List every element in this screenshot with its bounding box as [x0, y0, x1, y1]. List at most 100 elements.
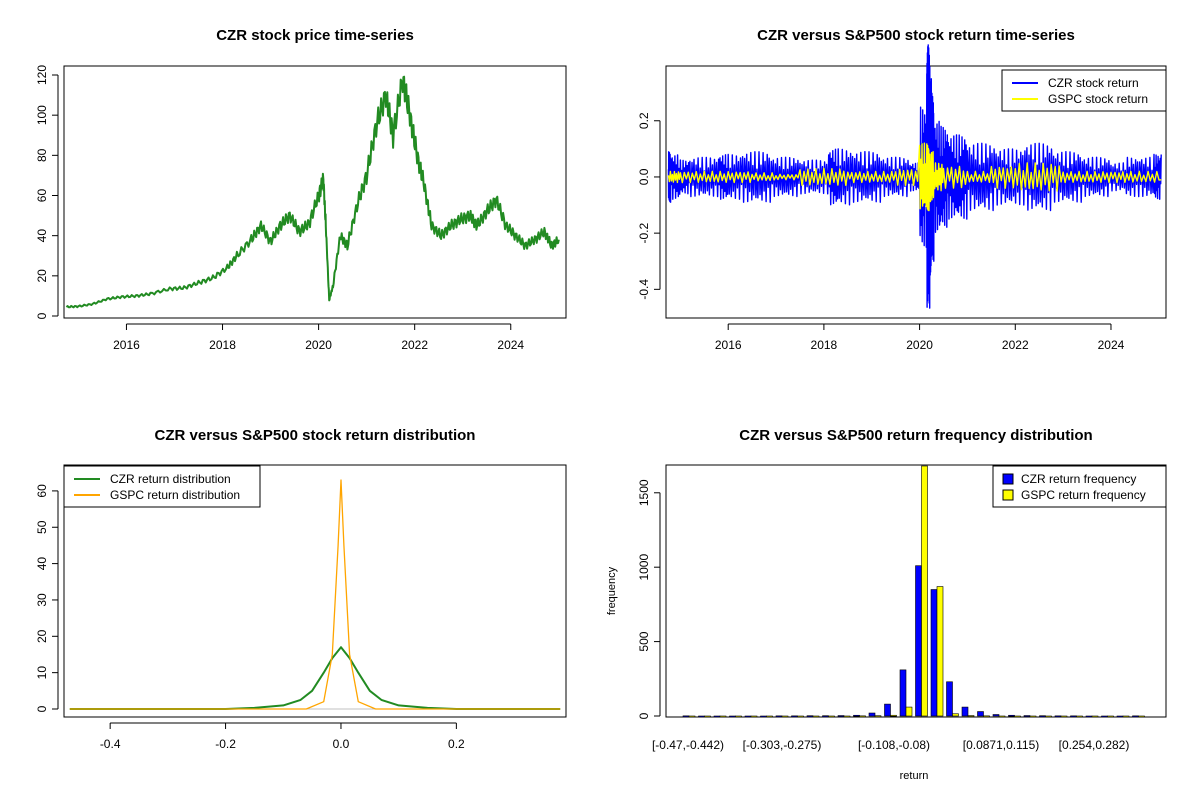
bar-czr	[1070, 715, 1077, 718]
bar-czr	[698, 715, 705, 718]
bar-czr	[837, 715, 845, 717]
bar-czr	[899, 669, 907, 717]
bar-gspc	[859, 715, 866, 718]
legend-label: GSPC return frequency	[1021, 488, 1146, 502]
bar-czr	[1023, 715, 1031, 717]
plot-frame-3	[63, 464, 567, 718]
legend-label: GSPC stock return	[1048, 92, 1148, 106]
bar-gspc	[704, 715, 711, 718]
x-tick-label: [-0.303,-0.275)	[743, 738, 822, 752]
y-tick-label: 60	[35, 484, 49, 498]
y-tick-label: -0.4	[637, 279, 651, 300]
x-tick-label: 2020	[906, 338, 933, 352]
legend-swatch	[1002, 473, 1014, 485]
bar-czr	[1054, 715, 1062, 718]
plot-frame-2	[665, 65, 1167, 319]
legend-label: CZR stock return	[1048, 76, 1139, 90]
bar-gspc	[1091, 715, 1099, 718]
y-tick-label: 0	[637, 712, 651, 719]
legend-box-4	[992, 465, 1167, 508]
bar-czr	[760, 715, 767, 718]
bar-czr	[775, 715, 783, 718]
y-tick-label: -0.2	[637, 222, 651, 243]
x-tick-label: 2016	[715, 338, 742, 352]
bar-czr	[1132, 715, 1139, 718]
legend-box-3	[63, 465, 261, 508]
y-tick-label: 0	[35, 705, 49, 712]
bar-czr	[1101, 715, 1108, 718]
chart-title-3: CZR versus S&P500 stock return distribut…	[155, 427, 476, 444]
bar-gspc	[1045, 715, 1052, 718]
bar-gspc	[1076, 715, 1083, 718]
bar-czr	[729, 715, 736, 718]
bar-gspc	[688, 715, 696, 718]
plot-frame-1	[63, 65, 567, 319]
y-tick-label: 40	[35, 229, 49, 243]
bar-czr	[744, 715, 752, 718]
y-axis-label: frequency	[606, 566, 618, 615]
bar-gspc	[921, 465, 928, 717]
bar-czr	[713, 715, 721, 718]
x-tick-label: 2022	[1002, 338, 1029, 352]
bar-gspc	[1029, 715, 1037, 718]
y-tick-label: 50	[35, 520, 49, 534]
y-tick-label: 0.2	[637, 112, 651, 129]
bar-czr	[946, 681, 953, 717]
bar-gspc	[874, 715, 882, 718]
y-tick-label: 80	[35, 148, 49, 162]
bar-gspc	[719, 715, 727, 718]
x-tick-label: [0.0871,0.115)	[963, 738, 1040, 752]
x-tick-label: -0.2	[215, 737, 236, 751]
bar-gspc	[1138, 715, 1145, 718]
bar-czr	[915, 565, 922, 717]
bar-gspc	[998, 715, 1006, 718]
legend-box-2	[1001, 69, 1167, 112]
y-tick-label: 100	[35, 105, 49, 125]
y-tick-label: 120	[35, 65, 49, 85]
bar-gspc	[843, 715, 851, 718]
bar-czr	[806, 715, 814, 718]
bar-czr	[1085, 715, 1093, 718]
series-gspc-return	[667, 142, 1162, 212]
x-tick-label: [-0.108,-0.08)	[858, 738, 930, 752]
chart-title-2: CZR versus S&P500 stock return time-seri…	[757, 27, 1075, 44]
legend-label: GSPC return distribution	[110, 488, 240, 502]
bar-czr	[1039, 715, 1046, 718]
bar-gspc	[828, 715, 835, 718]
bar-czr	[822, 715, 829, 718]
y-tick-label: 20	[35, 269, 49, 283]
x-tick-label: 2018	[811, 338, 838, 352]
y-tick-label: 500	[637, 631, 651, 651]
bar-gspc	[781, 715, 789, 718]
x-tick-label: [-0.47,-0.442)	[652, 738, 724, 752]
y-tick-label: 1500	[637, 479, 651, 506]
y-tick-label: 0.0	[637, 168, 651, 185]
bar-czr	[884, 703, 891, 717]
bar-gspc	[797, 715, 804, 718]
bar-gspc	[750, 715, 758, 718]
chart-title-4: CZR versus S&P500 return frequency distr…	[739, 427, 1092, 444]
chart-title-1: CZR stock price time-series	[216, 27, 414, 44]
series-gspc-density	[69, 479, 561, 710]
bar-gspc	[735, 715, 742, 718]
bar-czr	[1116, 715, 1124, 718]
bar-gspc	[936, 586, 944, 717]
y-tick-label: 30	[35, 593, 49, 607]
bar-gspc	[1107, 715, 1114, 718]
series-czr-price	[65, 75, 560, 309]
y-tick-label: 40	[35, 557, 49, 571]
bar-gspc	[905, 706, 913, 717]
x-tick-label: 2024	[1098, 338, 1125, 352]
bar-czr	[791, 715, 798, 718]
x-tick-label: 0.0	[333, 737, 350, 751]
x-tick-label: 0.2	[448, 737, 465, 751]
plot-frame-4	[665, 464, 1167, 718]
x-tick-label: 2018	[209, 338, 236, 352]
y-tick-label: 60	[35, 189, 49, 203]
bar-czr	[977, 711, 984, 717]
x-tick-label: [0.254,0.282)	[1059, 738, 1130, 752]
bar-czr	[930, 589, 938, 717]
bar-czr	[868, 712, 876, 717]
bar-czr	[992, 714, 1000, 717]
